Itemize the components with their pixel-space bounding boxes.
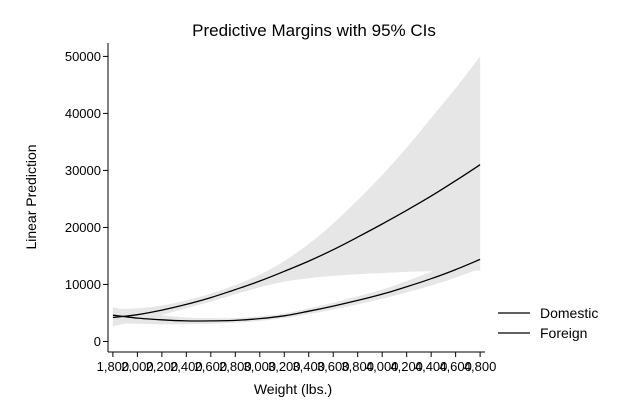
x-tick-label: 3,400 bbox=[292, 359, 325, 374]
x-tick-label: 4,000 bbox=[366, 359, 399, 374]
chart-title: Predictive Margins with 95% CIs bbox=[192, 21, 436, 40]
line-foreign bbox=[112, 258, 481, 322]
legend-label-foreign: Foreign bbox=[540, 325, 587, 341]
y-tick-label: 20000 bbox=[65, 220, 101, 235]
x-tick-label: 2,600 bbox=[195, 359, 228, 374]
x-tick-label: 2,000 bbox=[121, 359, 154, 374]
x-tick-label: 2,400 bbox=[170, 359, 203, 374]
x-tick-label: 4,600 bbox=[439, 359, 472, 374]
x-tick-label: 3,600 bbox=[317, 359, 350, 374]
x-tick-label: 3,000 bbox=[244, 359, 277, 374]
x-tick-label: 2,200 bbox=[146, 359, 179, 374]
axes: 0 10000 20000 30000 40000 50000 1,8002,0002,20… bbox=[65, 43, 497, 374]
x-tick-label: 4,400 bbox=[415, 359, 448, 374]
x-tick-label: 4,200 bbox=[390, 359, 423, 374]
x-tick-label: 3,800 bbox=[341, 359, 374, 374]
y-tick-label: 10000 bbox=[65, 277, 101, 292]
x-tick-label: 3,200 bbox=[268, 359, 301, 374]
x-axis-title: Weight (lbs.) bbox=[254, 381, 332, 397]
x-tick-label: 2,800 bbox=[219, 359, 252, 374]
line-domestic bbox=[112, 164, 481, 319]
x-tick-label: 4,800 bbox=[464, 359, 497, 374]
y-tick-label: 50000 bbox=[65, 49, 101, 64]
y-tick-label: 30000 bbox=[65, 163, 101, 178]
x-tick-label: 1,800 bbox=[97, 359, 130, 374]
y-tick-label: 0 bbox=[94, 334, 101, 349]
y-tick-label: 40000 bbox=[65, 106, 101, 121]
ci-band-domestic bbox=[112, 56, 481, 327]
legend-label-domestic: Domestic bbox=[540, 305, 598, 321]
plot-area bbox=[112, 56, 481, 327]
y-axis-title: Linear Prediction bbox=[23, 144, 39, 249]
legend: Domestic Foreign bbox=[498, 305, 598, 341]
